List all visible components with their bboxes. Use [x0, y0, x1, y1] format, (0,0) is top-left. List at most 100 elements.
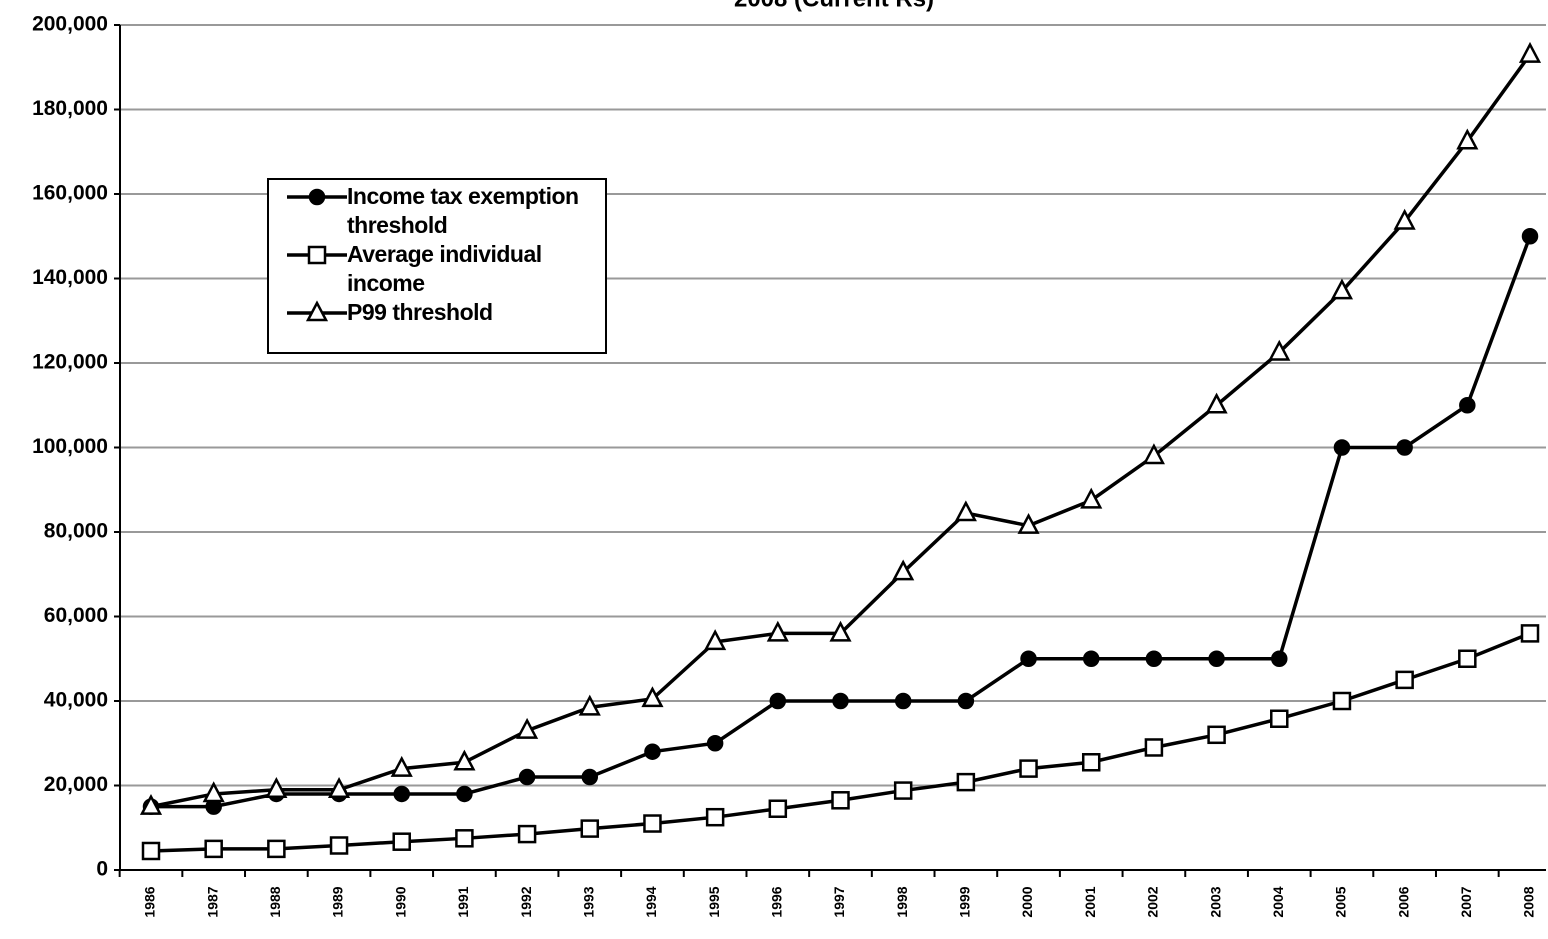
legend-swatch	[287, 300, 347, 322]
marker	[1080, 487, 1103, 509]
y-tick-label: 40,000	[44, 689, 108, 712]
marker	[1270, 709, 1289, 728]
marker	[1333, 439, 1351, 456]
y-tick-label: 180,000	[32, 97, 108, 120]
marker	[769, 692, 787, 710]
marker	[141, 841, 161, 861]
marker	[954, 500, 977, 522]
y-tick-label: 80,000	[44, 520, 108, 543]
x-tick-label: 2004	[1270, 886, 1286, 917]
x-tick-label: 2000	[1019, 886, 1035, 917]
marker	[706, 735, 724, 752]
marker	[453, 749, 476, 771]
marker	[517, 824, 537, 844]
marker	[518, 768, 536, 786]
line	[150, 631, 1531, 853]
x-tick-label: 2002	[1145, 886, 1161, 917]
marker	[393, 785, 410, 803]
marker	[1205, 392, 1228, 414]
legend-marker	[305, 300, 329, 322]
legend-swatch	[287, 188, 347, 206]
marker	[832, 692, 849, 710]
x-tick-label: 2008	[1521, 886, 1537, 917]
marker	[1458, 649, 1477, 668]
marker	[894, 692, 912, 710]
legend-item: P99 threshold	[269, 298, 605, 327]
y-tick-label: 120,000	[32, 351, 108, 374]
marker	[1082, 650, 1100, 667]
marker	[1207, 725, 1226, 745]
legend-swatch	[287, 245, 347, 265]
marker	[1020, 650, 1037, 667]
marker	[327, 777, 351, 798]
x-tick-label: 2001	[1082, 886, 1098, 917]
y-tick-label: 60,000	[44, 604, 108, 627]
marker	[768, 799, 788, 818]
marker	[704, 629, 727, 651]
x-tick-label: 1997	[831, 886, 847, 917]
marker	[139, 793, 163, 815]
legend-label: Income tax exemption threshold	[347, 183, 579, 238]
marker	[390, 755, 413, 777]
marker	[1520, 624, 1540, 643]
marker	[1330, 278, 1354, 300]
marker	[1208, 650, 1225, 667]
marker	[265, 777, 288, 798]
marker	[1332, 691, 1352, 711]
marker	[204, 839, 223, 859]
marker	[1271, 650, 1288, 667]
marker	[1456, 128, 1479, 150]
marker	[1395, 670, 1414, 690]
marker	[516, 717, 539, 739]
legend-item: Income tax exemption threshold	[269, 182, 605, 240]
marker	[957, 692, 975, 710]
x-tick-label: 2005	[1333, 886, 1349, 917]
marker	[1019, 759, 1038, 778]
marker	[1393, 208, 1416, 230]
marker	[892, 559, 915, 581]
marker	[580, 819, 600, 838]
marker	[641, 686, 664, 708]
x-tick-label: 1996	[769, 886, 785, 917]
marker	[392, 832, 411, 851]
legend-marker	[308, 188, 326, 206]
marker	[1144, 738, 1164, 757]
marker	[644, 743, 661, 760]
x-tick-label: 2006	[1395, 886, 1411, 917]
marker	[893, 781, 913, 800]
chart-title: 2008 (Current Rs)	[734, 0, 934, 12]
marker	[581, 768, 599, 786]
marker	[829, 620, 852, 642]
marker	[705, 807, 725, 827]
x-tick-label: 1990	[392, 886, 408, 917]
marker	[267, 839, 286, 859]
legend-label: P99 threshold	[347, 299, 493, 325]
marker	[1459, 397, 1476, 414]
legend: Income tax exemption threshold Average in…	[267, 178, 607, 354]
marker	[578, 694, 601, 716]
y-tick-label: 140,000	[32, 266, 108, 289]
y-tick-label: 200,000	[32, 13, 108, 36]
x-tick-label: 1993	[580, 886, 596, 917]
marker	[1145, 650, 1163, 667]
x-tick-label: 2007	[1458, 886, 1474, 917]
x-tick-label: 1998	[894, 886, 910, 917]
x-tick-label: 1988	[267, 886, 283, 917]
y-tick-label: 100,000	[32, 435, 108, 458]
marker	[455, 829, 474, 848]
y-tick-label: 20,000	[44, 773, 108, 796]
marker	[1396, 439, 1413, 456]
y-tick-label: 0	[96, 858, 108, 881]
y-tick-label: 160,000	[32, 182, 108, 205]
marker	[329, 836, 349, 855]
marker	[1017, 512, 1040, 534]
x-tick-label: 1986	[142, 886, 158, 917]
legend-label: Average individual income	[347, 241, 542, 296]
x-tick-label: 1994	[643, 886, 659, 917]
marker	[1518, 41, 1542, 63]
x-tick-label: 2003	[1207, 886, 1223, 917]
x-tick-label: 1995	[706, 886, 722, 917]
x-tick-label: 1991	[455, 886, 471, 917]
